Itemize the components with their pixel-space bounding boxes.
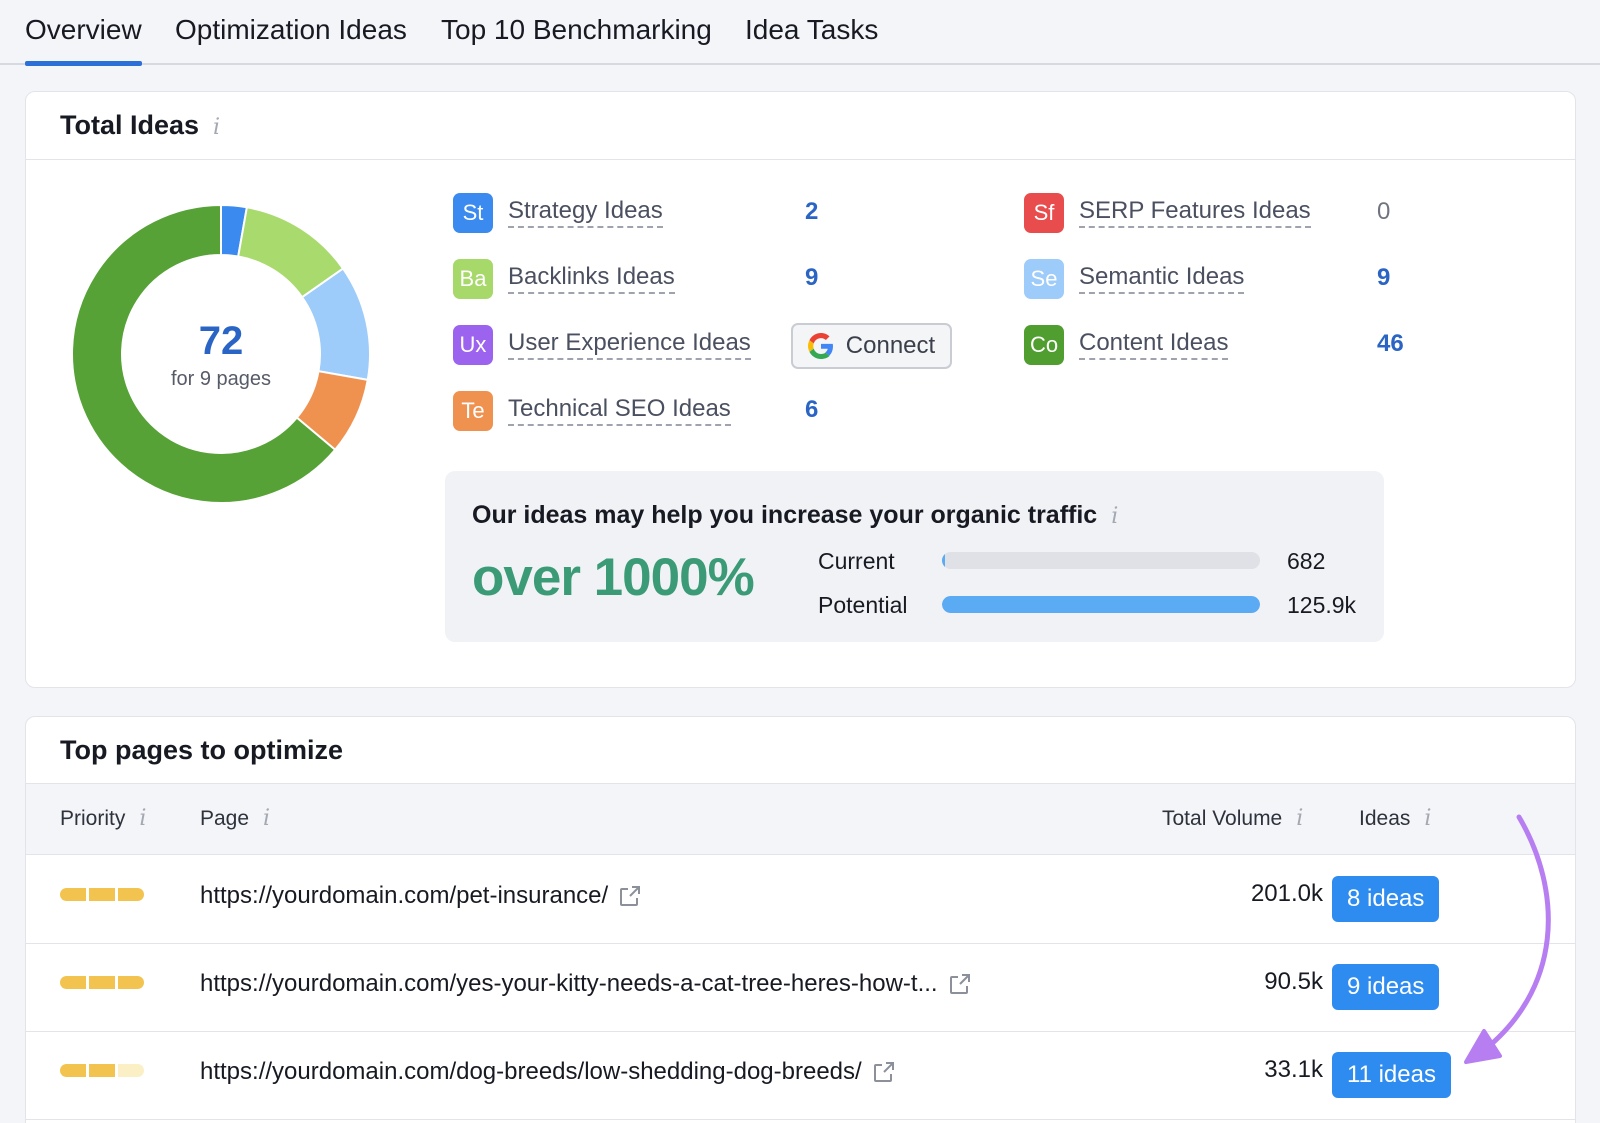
ideas-button[interactable]: 9 ideas: [1332, 964, 1440, 1010]
strategy-badge: St: [453, 193, 493, 233]
top-pages-card: Top pages to optimize Priority i Page i To…: [25, 716, 1576, 1123]
page-url-text: https://yourdomain.com/yes-your-kitty-ne…: [200, 970, 938, 997]
tab-bar: Overview Optimization Ideas Top 10 Bench…: [0, 0, 1600, 66]
total-volume: 33.1k: [1264, 1056, 1323, 1083]
current-bar: [942, 552, 1260, 569]
priority-segment: [118, 888, 144, 901]
info-icon[interactable]: i: [1111, 504, 1119, 529]
priority-segment: [118, 976, 144, 989]
column-page[interactable]: Page i: [200, 806, 270, 831]
google-icon: [807, 333, 833, 359]
current-value: 682: [1287, 548, 1326, 574]
page-url-text: https://yourdomain.com/pet-insurance/: [200, 882, 609, 909]
strategy-ideas-link[interactable]: Strategy Ideas: [508, 197, 663, 228]
tab-idea-tasks[interactable]: Idea Tasks: [745, 14, 879, 45]
tab-optimization-ideas[interactable]: Optimization Ideas: [175, 14, 407, 45]
column-page-label: Page: [200, 807, 250, 830]
serp-features-badge: Sf: [1024, 193, 1064, 233]
connect-label: Connect: [845, 332, 936, 359]
google-connect-button[interactable]: Connect: [791, 323, 952, 369]
donut-total: 72: [198, 319, 244, 363]
technical-seo-ideas-count: 6: [805, 396, 819, 423]
content-ideas-link[interactable]: Content Ideas: [1079, 329, 1229, 360]
info-icon[interactable]: i: [213, 115, 221, 140]
backlinks-ideas-link[interactable]: Backlinks Ideas: [508, 263, 675, 294]
potential-bar-fill: [942, 596, 1260, 613]
total-ideas-title: Total Ideas i: [60, 110, 220, 141]
table-header: Priority i Page i Total Volume i Ideas i: [26, 783, 1575, 855]
semantic-badge: Se: [1024, 259, 1064, 299]
page-url-link[interactable]: https://yourdomain.com/yes-your-kitty-ne…: [200, 970, 972, 998]
info-icon[interactable]: i: [263, 806, 271, 831]
info-icon[interactable]: i: [139, 806, 147, 831]
technical-seo-badge: Te: [453, 391, 493, 431]
content-badge: Co: [1024, 325, 1064, 365]
external-link-icon[interactable]: [618, 884, 642, 908]
traffic-title: Our ideas may help you increase your org…: [472, 501, 1118, 530]
table-row: https://yourdomain.com/yes-your-kitty-ne…: [26, 944, 1575, 1032]
priority-segment: [118, 1064, 144, 1077]
total-ideas-title-text: Total Ideas: [60, 110, 200, 140]
backlinks-badge: Ba: [453, 259, 493, 299]
traffic-potential-box: Our ideas may help you increase your org…: [445, 471, 1384, 642]
donut-subtitle: for 9 pages: [170, 368, 272, 390]
priority-segment: [89, 888, 115, 901]
total-ideas-card: Total Ideas i 72 for 9 pages St Strategy …: [25, 91, 1576, 688]
column-total-volume-label: Total Volume: [1162, 807, 1283, 830]
info-icon[interactable]: i: [1424, 806, 1432, 831]
donut-segment-content-ideas[interactable]: [71, 203, 337, 504]
potential-bar: [942, 596, 1260, 613]
table-row: https://yourdomain.com/pet-insurance/ 20…: [26, 856, 1575, 944]
priority-segment: [89, 1064, 115, 1077]
priority-segment: [60, 888, 86, 901]
column-total-volume[interactable]: Total Volume i: [1162, 806, 1303, 831]
table-row: https://yourdomain.com/dog-breeds/low-sh…: [26, 1032, 1575, 1120]
column-priority[interactable]: Priority i: [60, 806, 146, 831]
traffic-title-text: Our ideas may help you increase your org…: [472, 501, 1098, 529]
user-experience-ideas-link[interactable]: User Experience Ideas: [508, 329, 751, 360]
ideas-button[interactable]: 11 ideas: [1332, 1052, 1451, 1098]
tab-overview[interactable]: Overview: [25, 14, 142, 66]
page-url-link[interactable]: https://yourdomain.com/pet-insurance/: [200, 882, 642, 910]
priority-indicator: [60, 976, 144, 989]
potential-value: 125.9k: [1287, 592, 1357, 618]
semantic-ideas-link[interactable]: Semantic Ideas: [1079, 263, 1245, 294]
top-pages-title: Top pages to optimize: [60, 735, 343, 765]
serp-features-ideas-count: 0: [1377, 198, 1391, 225]
traffic-increase-value: over 1000%: [472, 548, 755, 607]
info-icon[interactable]: i: [1296, 806, 1304, 831]
potential-label: Potential: [818, 592, 908, 618]
user-experience-badge: Ux: [453, 325, 493, 365]
strategy-ideas-count: 2: [805, 198, 819, 225]
priority-indicator: [60, 1064, 144, 1077]
total-volume: 201.0k: [1250, 880, 1323, 907]
content-ideas-count: 46: [1377, 330, 1404, 357]
card-divider: [26, 159, 1575, 160]
semantic-ideas-count: 9: [1377, 264, 1391, 291]
priority-segment: [89, 976, 115, 989]
page-url-link[interactable]: https://yourdomain.com/dog-breeds/low-sh…: [200, 1058, 896, 1086]
column-priority-label: Priority: [60, 807, 126, 830]
tab-top-10-benchmarking[interactable]: Top 10 Benchmarking: [441, 14, 712, 45]
ideas-button[interactable]: 8 ideas: [1332, 876, 1440, 922]
column-ideas-label: Ideas: [1359, 807, 1411, 830]
priority-segment: [60, 1064, 86, 1077]
technical-seo-ideas-link[interactable]: Technical SEO Ideas: [508, 395, 731, 426]
page-url-text: https://yourdomain.com/dog-breeds/low-sh…: [200, 1058, 862, 1085]
priority-indicator: [60, 888, 144, 901]
external-link-icon[interactable]: [948, 972, 972, 996]
serp-features-ideas-link[interactable]: SERP Features Ideas: [1079, 197, 1311, 228]
current-label: Current: [818, 548, 895, 574]
column-ideas[interactable]: Ideas i: [1359, 806, 1431, 831]
current-bar-fill: [942, 552, 946, 569]
priority-segment: [60, 976, 86, 989]
external-link-icon[interactable]: [872, 1060, 896, 1084]
ideas-donut-chart: [71, 203, 371, 504]
backlinks-ideas-count: 9: [805, 264, 819, 291]
total-volume: 90.5k: [1264, 968, 1323, 995]
